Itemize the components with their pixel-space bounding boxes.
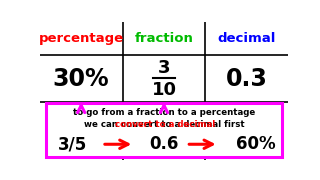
- Text: 0.6: 0.6: [149, 135, 179, 153]
- FancyBboxPatch shape: [46, 103, 282, 158]
- Text: decimal: decimal: [218, 32, 276, 45]
- Text: 10: 10: [151, 80, 177, 98]
- Text: 0.3: 0.3: [226, 67, 268, 91]
- Text: convert to a decimal: convert to a decimal: [115, 120, 215, 129]
- Text: to go from a fraction to a percentage: to go from a fraction to a percentage: [73, 108, 255, 117]
- Text: 3/5: 3/5: [58, 135, 87, 153]
- Text: 30%: 30%: [53, 67, 109, 91]
- Text: fraction: fraction: [135, 32, 193, 45]
- Text: percentage: percentage: [39, 32, 124, 45]
- Text: 60%: 60%: [236, 135, 276, 153]
- Text: we can convert to a decimal first: we can convert to a decimal first: [84, 120, 244, 129]
- Text: 3: 3: [158, 59, 170, 77]
